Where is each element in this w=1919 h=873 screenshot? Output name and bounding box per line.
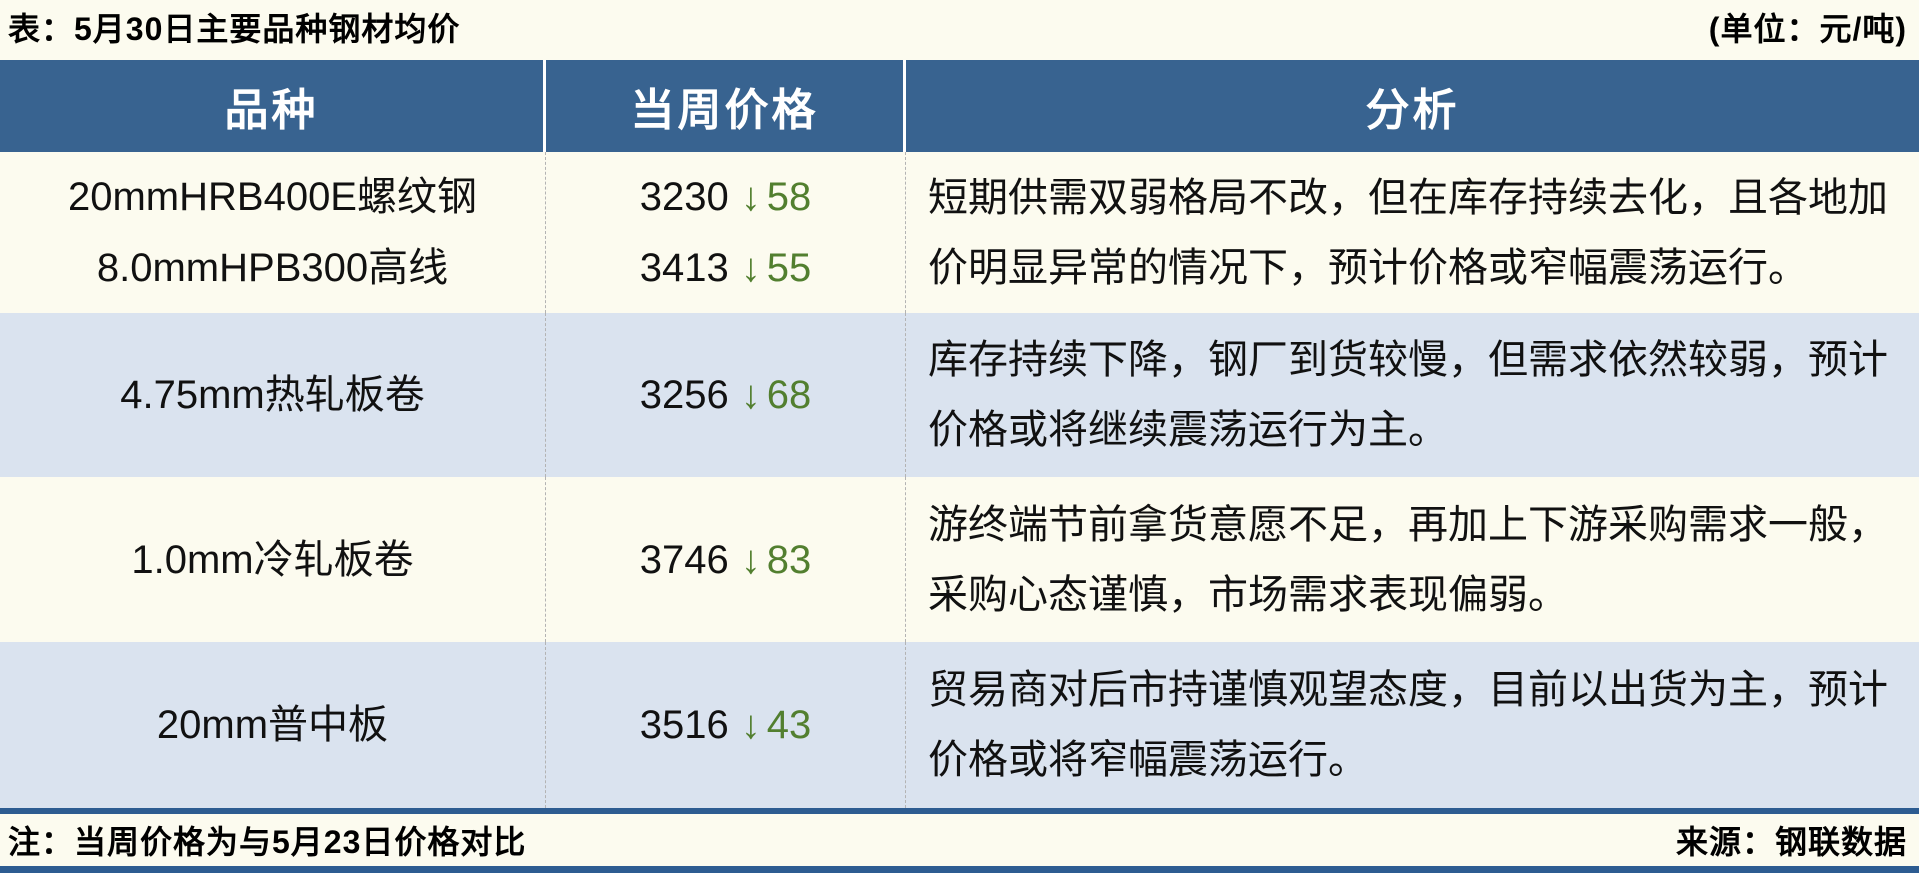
- price-value: 3516: [639, 703, 729, 747]
- down-arrow-icon: ↓: [740, 373, 761, 417]
- page-title: 表：5月30日主要品种钢材均价: [8, 11, 461, 47]
- price-value: 3413: [639, 246, 729, 290]
- down-arrow-icon: ↓: [740, 537, 761, 582]
- bottom-bar: [0, 866, 1919, 873]
- analysis-text: 贸易商对后市持谨慎观望态度，目前以出货为主，预计价格或将窄幅震荡运行。: [928, 668, 1888, 782]
- price-line: 3746 ↓ 83: [640, 534, 811, 586]
- header-cell-price: 当周价格: [546, 60, 906, 152]
- price-cell: 3256 ↓ 68: [546, 313, 906, 477]
- variety-name: 8.0mmHPB300高线: [96, 246, 449, 290]
- down-arrow-icon: ↓: [740, 703, 761, 747]
- analysis-cell: 游终端节前拿货意愿不足，再加上下游采购需求一般，采购心态谨慎，市场需求表现偏弱。: [906, 477, 1919, 642]
- table-row: 1.0mm冷轧板卷 3746 ↓ 83 游终端节前拿货意愿不足，再加上下游采购需…: [0, 477, 1919, 642]
- title-bar: 表：5月30日主要品种钢材均价 (单位：元/吨): [0, 0, 1919, 60]
- price-cell: 3746 ↓ 83: [546, 477, 906, 642]
- variety-name: 1.0mm冷轧板卷: [131, 537, 414, 582]
- variety-name: 4.75mm热轧板卷: [120, 373, 425, 417]
- price-line: 3413 ↓ 55: [640, 242, 811, 294]
- price-value: 3746: [639, 537, 729, 582]
- table-row: 20mmHRB400E螺纹钢 8.0mmHPB300高线 3230 ↓ 58 3…: [0, 152, 1919, 313]
- analysis-text: 游终端节前拿货意愿不足，再加上下游采购需求一般，采购心态谨慎，市场需求表现偏弱。: [928, 502, 1888, 617]
- variety-cell: 1.0mm冷轧板卷: [0, 477, 546, 642]
- price-change: 83: [766, 537, 812, 582]
- price-line: 3230 ↓ 58: [640, 171, 811, 223]
- separator-line: [0, 808, 1919, 814]
- price-value: 3256: [639, 373, 729, 417]
- footnote: 注：当周价格为与5月23日价格对比: [8, 824, 527, 860]
- price-line: 3516 ↓ 43: [640, 699, 811, 751]
- price-cell: 3230 ↓ 58 3413 ↓ 55: [546, 152, 906, 313]
- analysis-text: 短期供需双弱格局不改，但在库存持续去化，且各地加价明显异常的情况下，预计价格或窄…: [928, 175, 1888, 290]
- note-bar: 注：当周价格为与5月23日价格对比 来源：钢联数据: [0, 814, 1919, 866]
- analysis-text: 库存持续下降，钢厂到货较慢，但需求依然较弱，预计价格或将继续震荡运行为主。: [928, 338, 1888, 452]
- variety-name: 20mm普中板: [156, 703, 389, 747]
- price-change: 68: [766, 373, 812, 417]
- header-cell-variety: 品种: [0, 60, 546, 152]
- price-cell: 3516 ↓ 43: [546, 642, 906, 808]
- down-arrow-icon: ↓: [740, 175, 761, 219]
- variety-cell: 20mm普中板: [0, 642, 546, 808]
- price-line: 3256 ↓ 68: [640, 369, 811, 421]
- unit-label: (单位：元/吨): [1708, 11, 1907, 47]
- source-label: 来源：钢联数据: [1675, 824, 1907, 860]
- variety-cell: 20mmHRB400E螺纹钢 8.0mmHPB300高线: [0, 152, 546, 313]
- table-row: 20mm普中板 3516 ↓ 43 贸易商对后市持谨慎观望态度，目前以出货为主，…: [0, 642, 1919, 808]
- header-cell-analysis: 分析: [1365, 86, 1460, 135]
- price-change: 43: [766, 703, 812, 747]
- analysis-cell: 贸易商对后市持谨慎观望态度，目前以出货为主，预计价格或将窄幅震荡运行。: [906, 642, 1919, 808]
- price-change: 58: [766, 175, 812, 219]
- variety-cell: 4.75mm热轧板卷: [0, 313, 546, 477]
- down-arrow-icon: ↓: [740, 246, 761, 290]
- price-change: 55: [766, 246, 812, 290]
- table-row: 4.75mm热轧板卷 3256 ↓ 68 库存持续下降，钢厂到货较慢，但需求依然…: [0, 313, 1919, 477]
- analysis-cell: 短期供需双弱格局不改，但在库存持续去化，且各地加价明显异常的情况下，预计价格或窄…: [906, 152, 1919, 313]
- table-header-row: 品种 当周价格 分析: [0, 60, 1919, 152]
- analysis-cell: 库存持续下降，钢厂到货较慢，但需求依然较弱，预计价格或将继续震荡运行为主。: [906, 313, 1919, 477]
- variety-name: 20mmHRB400E螺纹钢: [67, 175, 477, 219]
- price-value: 3230: [639, 175, 729, 219]
